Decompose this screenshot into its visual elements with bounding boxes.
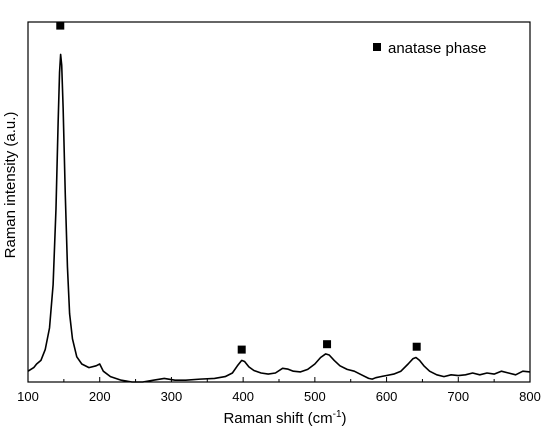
x-axis-title-suffix: ) (342, 410, 347, 427)
legend-label: anatase phase (388, 40, 486, 57)
axes (27, 21, 531, 383)
x-tick-label: 100 (17, 389, 39, 404)
plot-frame (27, 21, 531, 383)
peak-marker (412, 342, 421, 351)
peak-marker (323, 340, 332, 349)
legend-marker (373, 43, 381, 51)
series-layer (27, 53, 531, 383)
spectrum-line (27, 53, 531, 383)
x-tick-label: 600 (376, 389, 398, 404)
peak-markers (56, 21, 421, 354)
x-tick-label: 200 (89, 389, 111, 404)
peak-marker (56, 21, 65, 30)
x-tick-label: 700 (447, 389, 469, 404)
x-tick-label: 400 (232, 389, 254, 404)
y-axis-title: Raman intensity (a.u.) (2, 112, 19, 259)
x-axis-title-superscript: -1 (333, 409, 342, 420)
x-axis-title-main: Raman shift (cm (223, 410, 332, 427)
peak-marker (237, 345, 246, 354)
x-tick-label: 500 (304, 389, 326, 404)
x-axis-title: Raman shift (cm-1) (223, 409, 346, 427)
x-tick-label: 300 (161, 389, 183, 404)
legend: anatase phase (373, 40, 486, 57)
x-tick-label: 800 (519, 389, 541, 404)
tick-marks: 100 200 300 400 500 600 700 800 (17, 377, 541, 404)
